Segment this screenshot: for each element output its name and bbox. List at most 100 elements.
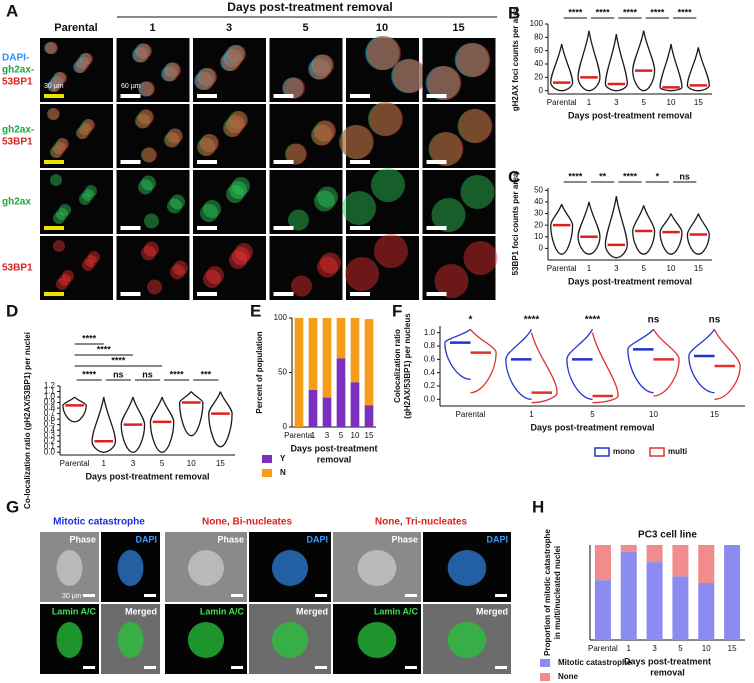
micrograph: [346, 236, 419, 300]
y-tick-label: 1.1: [44, 387, 56, 396]
nucleus: [371, 168, 405, 202]
x-tick-label: 1: [102, 459, 107, 468]
nucleus: [48, 80, 60, 92]
x-tick-label: 10: [351, 431, 360, 440]
nucleus: [198, 68, 216, 86]
nucleus: [136, 113, 151, 129]
significance: ****: [596, 7, 611, 17]
cell: [187, 550, 225, 586]
nucleus: [165, 62, 180, 78]
violin: [632, 30, 656, 92]
significance: ****: [650, 7, 665, 17]
nucleus: [165, 132, 180, 148]
nucleus: [221, 53, 239, 71]
column-label: 5: [302, 22, 308, 34]
nucleus: [133, 47, 148, 63]
y-tick-label: 60: [534, 46, 543, 55]
channel-label: Lamin A/C: [200, 606, 245, 616]
y-tick-label: 100: [530, 19, 544, 28]
y-tick-label: 10: [534, 232, 543, 241]
nucleus: [139, 109, 154, 125]
significance: ns: [142, 369, 153, 379]
channel-label: DAPI: [306, 534, 328, 544]
nucleus: [162, 66, 177, 82]
violin: [627, 328, 655, 394]
row-label: 53BP1: [2, 263, 33, 274]
nucleus: [74, 61, 86, 73]
nucleus: [203, 200, 221, 218]
micrograph: [116, 236, 190, 300]
significance: *: [469, 315, 473, 326]
x-tick-label: 15: [694, 98, 703, 107]
y-tick-label: 0: [283, 422, 288, 431]
scale-bar: [231, 594, 243, 597]
nucleus: [226, 45, 244, 63]
bar-segment: [308, 318, 318, 390]
violin: [208, 391, 233, 448]
legend-swatch: [649, 447, 665, 457]
micrograph: [40, 38, 113, 102]
group-title: Mitotic catastrophe: [53, 517, 145, 528]
nucleus: [455, 43, 490, 77]
nucleus: [161, 66, 176, 82]
significance: ***: [201, 369, 212, 379]
nucleus: [59, 204, 71, 216]
y-tick-label: 0.8: [44, 403, 56, 412]
x-axis-label: Days post-treatment removal: [530, 422, 654, 432]
nucleus: [62, 270, 74, 282]
nucleus: [427, 66, 462, 100]
significance: ****: [111, 355, 126, 365]
x-tick-label: 3: [614, 98, 619, 107]
bar-segment: [620, 551, 637, 640]
micrograph: [269, 236, 343, 300]
nucleus: [310, 58, 331, 80]
x-tick-label: 10: [667, 264, 676, 273]
x-tick-label: Parental: [456, 410, 486, 419]
nucleus: [313, 54, 334, 76]
nucleus: [317, 256, 338, 278]
bar-segment: [350, 382, 360, 427]
x-tick-label: 15: [710, 410, 719, 419]
x-axis-label: Days post-treatment removal: [568, 110, 692, 120]
micrograph: [116, 38, 190, 102]
nucleus: [46, 42, 58, 54]
row-label: gh2ax-: [2, 125, 34, 136]
panel-label: G: [6, 497, 19, 516]
y-tick-label: 20: [534, 220, 543, 229]
significance: ****: [623, 171, 638, 181]
nucleus: [57, 138, 69, 150]
channel-label: Lamin A/C: [374, 606, 419, 616]
significance: ****: [678, 7, 693, 17]
nucleus: [140, 81, 155, 97]
nucleus: [55, 72, 67, 84]
violin: [686, 47, 710, 92]
row-label: 53BP1: [2, 77, 33, 88]
row-label: DAPI-: [2, 53, 29, 64]
bar-segment: [672, 576, 689, 640]
nucleus: [312, 54, 333, 76]
scale-bar: [44, 292, 64, 296]
cell: [56, 622, 83, 658]
significance: ****: [585, 315, 601, 326]
x-tick-label: 1: [311, 431, 316, 440]
nucleus: [81, 53, 93, 65]
legend-label: None: [558, 672, 579, 681]
nucleus: [144, 241, 159, 257]
channel-label: Merged: [125, 606, 157, 616]
y-tick-label: 50: [534, 185, 543, 194]
y-tick-label: 30: [534, 209, 543, 218]
x-tick-label: 5: [160, 459, 165, 468]
bar-segment: [322, 397, 332, 427]
nucleus: [345, 257, 379, 291]
bar-segment: [698, 545, 715, 583]
micrograph: [269, 170, 343, 234]
nucleus: [224, 49, 242, 67]
x-axis-label: Days post-treatment removal: [568, 276, 692, 286]
nucleus: [425, 66, 460, 100]
row-label: 53BP1: [2, 137, 33, 148]
y-tick-label: 0.5: [44, 420, 56, 429]
scale-bar: [197, 160, 217, 164]
bar-segment: [646, 562, 663, 640]
nucleus: [282, 77, 303, 99]
nucleus: [314, 120, 335, 142]
